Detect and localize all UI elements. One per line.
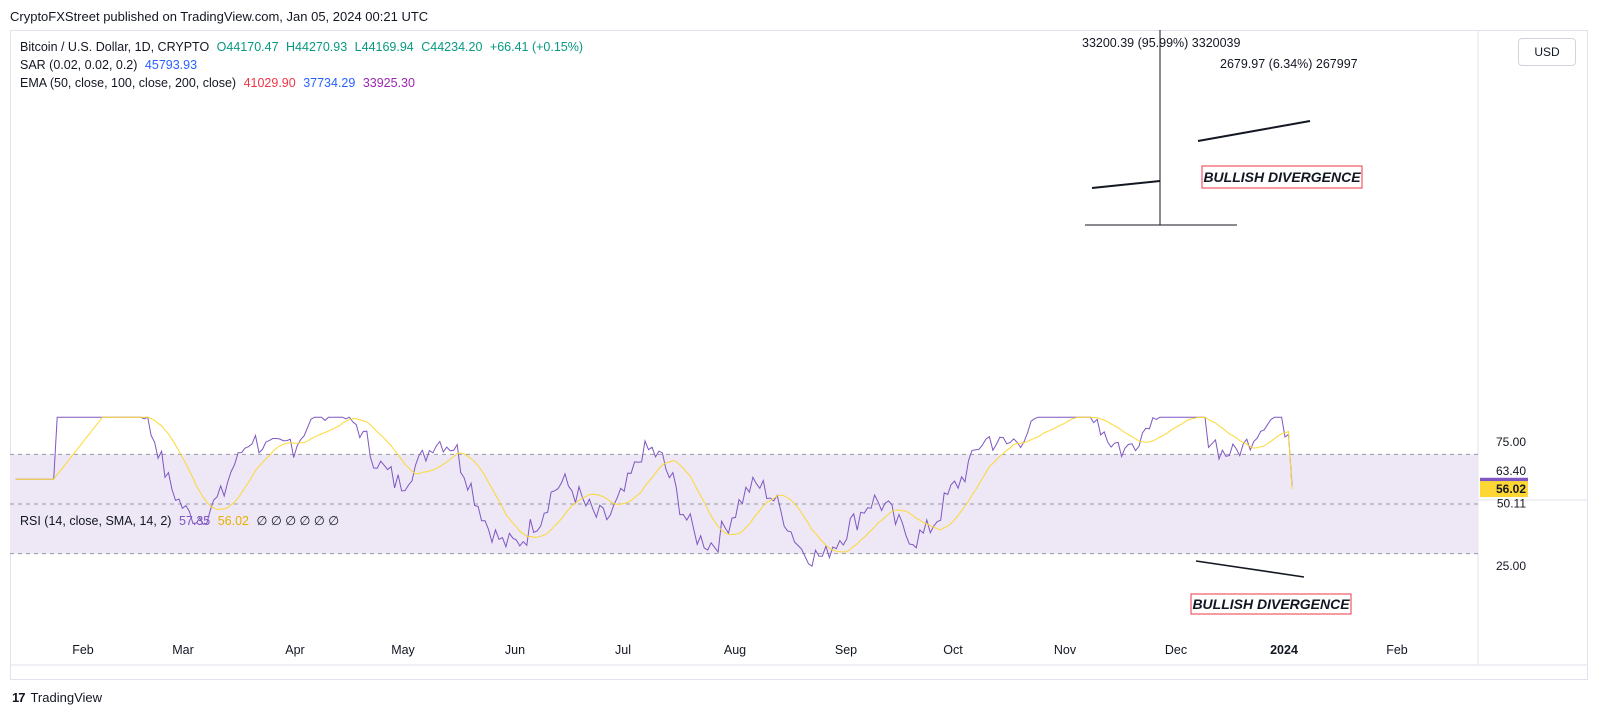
sar-value: 45793.93 <box>144 58 198 72</box>
ema100-value: 37734.29 <box>303 76 356 90</box>
bullish-divergence-rsi-label: BULLISH DIVERGENCE <box>1192 596 1350 612</box>
time-tick-label: 2024 <box>1270 643 1298 657</box>
rsi-layer: BULLISH DIVERGENCE 75.00 25.00 63.40 57.35 56… <box>10 416 1528 615</box>
ema-legend[interactable]: EMA (50, close, 100, close, 200, close) … <box>20 76 419 90</box>
rsi-level-label: 56.02 <box>1496 482 1526 496</box>
ema50-value: 41029.90 <box>243 76 296 90</box>
time-tick-label: Sep <box>835 643 857 657</box>
sar-legend[interactable]: SAR (0.02, 0.02, 0.2) 45793.93 <box>20 58 201 72</box>
time-tick-label: Jul <box>615 643 631 657</box>
price-divergence-trendline <box>1197 120 1311 142</box>
rsi-divergence-trendline <box>1195 560 1305 578</box>
sar-label: SAR (0.02, 0.02, 0.2) <box>20 58 138 72</box>
time-tick-label: Oct <box>943 643 963 657</box>
rsi-sma-value: 56.02 <box>217 514 249 528</box>
rsi-value: 57.35 <box>178 514 211 528</box>
ema-label: EMA (50, close, 100, close, 200, close) <box>20 76 237 90</box>
publish-caption: CryptoFXStreet published on TradingView.… <box>10 9 429 24</box>
high-value: H44270.93 <box>286 40 348 54</box>
rsi-level-tag <box>1480 481 1528 498</box>
bullish-divergence-rsi-box <box>1190 593 1352 615</box>
grid-layer <box>10 30 1588 666</box>
chart-frame <box>10 30 1588 680</box>
rsi-level-label: 50.11 <box>1497 497 1526 511</box>
measure-label-1: 33200.39 (95.99%) 3320039 <box>1082 36 1241 50</box>
time-tick-label: Apr <box>285 643 304 657</box>
rsi-placeholders: ∅ ∅ ∅ ∅ ∅ ∅ <box>256 514 340 528</box>
time-tick-label: Dec <box>1165 643 1187 657</box>
rsi-tick-label: 25.00 <box>1496 559 1526 573</box>
bullish-divergence-price-box <box>1201 165 1363 189</box>
tradingview-logo-icon: 17 <box>12 690 26 705</box>
open-value: O44170.47 <box>216 40 279 54</box>
time-tick-label: Jun <box>505 643 525 657</box>
bullish-divergence-price-label: BULLISH DIVERGENCE <box>1203 169 1361 185</box>
symbol-legend: Bitcoin / U.S. Dollar, 1D, CRYPTO O44170… <box>20 40 587 54</box>
footer-brand-label: TradingView <box>30 690 103 705</box>
footer-brand[interactable]: 17 TradingView <box>12 690 102 705</box>
time-tick-label: Feb <box>72 643 94 657</box>
drawings-layer: 33200.39 (95.99%) 3320039 2679.97 (6.34%)… <box>1082 30 1363 499</box>
time-tick-label: Aug <box>724 643 746 657</box>
measure-label-2: 2679.97 (6.34%) 267997 <box>1220 57 1358 71</box>
ema200-value: 33925.30 <box>362 76 415 90</box>
rsi-tick-label: 75.00 <box>1496 435 1526 449</box>
rsi-label: RSI (14, close, SMA, 14, 2) <box>20 514 172 528</box>
time-axis-layer: Feb Mar Apr May Jun Jul Aug Sep Oct Nov Dec 2024 Feb <box>72 643 1408 657</box>
rsi-sma-line <box>15 416 1293 553</box>
currency-button[interactable]: USD <box>1518 38 1576 66</box>
change-value: +66.41 (+0.15%) <box>489 40 584 54</box>
rsi-band <box>10 454 1478 554</box>
symbol-name[interactable]: Bitcoin / U.S. Dollar, 1D, CRYPTO <box>20 40 210 54</box>
rsi-level-label: 63.40 <box>1496 464 1526 478</box>
time-tick-label: Feb <box>1386 643 1408 657</box>
time-tick-label: Mar <box>172 643 194 657</box>
time-tick-label: Nov <box>1054 643 1077 657</box>
low-value: L44169.94 <box>354 40 414 54</box>
time-tick-label: May <box>391 643 415 657</box>
rsi-legend[interactable]: RSI (14, close, SMA, 14, 2) 57.35 56.02 … <box>20 513 343 528</box>
close-value: C44234.20 <box>421 40 483 54</box>
consolidation-trendline <box>1091 180 1161 189</box>
